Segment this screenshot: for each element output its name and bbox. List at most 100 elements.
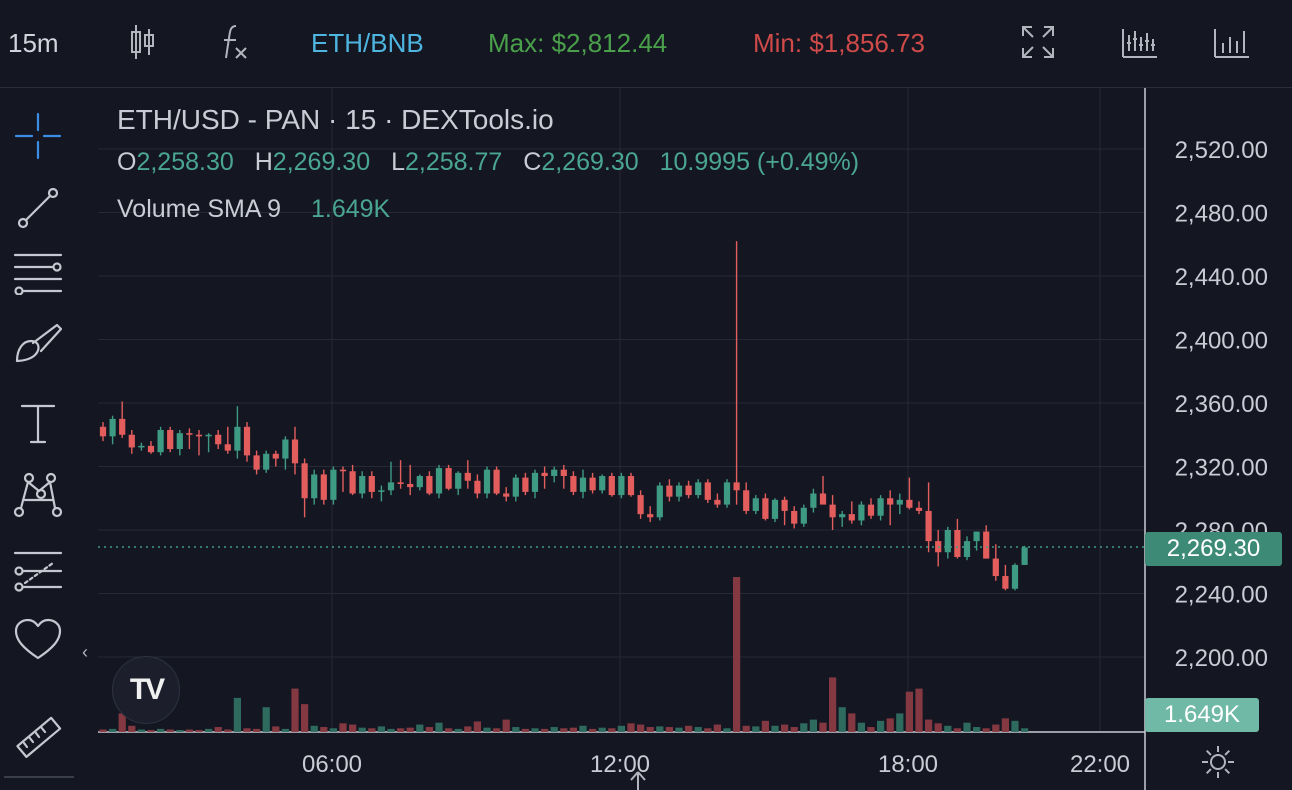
candle-body bbox=[771, 499, 779, 519]
candle-body bbox=[1011, 564, 1019, 589]
settings-gear-icon[interactable] bbox=[1200, 744, 1236, 780]
candle-body bbox=[426, 476, 433, 494]
x-tick-label: 18:00 bbox=[878, 751, 938, 778]
volume-bar bbox=[195, 730, 203, 732]
candle-body bbox=[387, 482, 395, 491]
candle-body bbox=[455, 472, 462, 489]
candle-body bbox=[109, 418, 116, 437]
volume-bars-icon[interactable] bbox=[1212, 20, 1252, 64]
candle-body bbox=[397, 482, 404, 484]
volume-bar bbox=[1011, 720, 1019, 732]
fib-lines-icon[interactable] bbox=[12, 246, 64, 298]
tradingview-logo[interactable]: TV bbox=[112, 656, 180, 724]
volume-bar bbox=[166, 729, 174, 732]
candle-body bbox=[503, 493, 510, 497]
last-price-tag: 2,269.30 bbox=[1145, 532, 1282, 566]
candle-body bbox=[608, 476, 615, 496]
favorite-icon[interactable] bbox=[12, 614, 64, 666]
candle-body bbox=[531, 472, 539, 492]
ohlc-legend: O2,258.30 H2,269.30 L2,258.77 C2,269.30 … bbox=[117, 148, 873, 177]
candle-body bbox=[464, 472, 471, 481]
candle-body bbox=[695, 482, 702, 496]
candle-body bbox=[858, 504, 865, 521]
candles-icon[interactable] bbox=[122, 20, 162, 64]
collapse-sidebar-icon[interactable]: ‹ bbox=[82, 642, 88, 662]
low-label: L bbox=[391, 148, 405, 176]
chart-type-icon[interactable] bbox=[1120, 20, 1160, 64]
candle-body bbox=[512, 477, 519, 497]
interval-selector[interactable]: 15m bbox=[8, 28, 59, 58]
candle-body bbox=[781, 499, 788, 511]
candle-body bbox=[714, 499, 721, 505]
volume-bar bbox=[397, 728, 405, 732]
candle-body bbox=[925, 510, 932, 542]
brush-icon[interactable] bbox=[12, 316, 64, 368]
candle-body bbox=[138, 445, 145, 448]
volume-bar bbox=[646, 727, 654, 732]
candle-body bbox=[963, 541, 971, 557]
candle-body bbox=[253, 455, 260, 470]
candle-body bbox=[176, 433, 183, 450]
candle-body bbox=[560, 469, 567, 477]
volume-tag: 1.649K bbox=[1145, 698, 1259, 732]
y-tick-label: 2,360.00 bbox=[1175, 391, 1268, 418]
volume-bar bbox=[752, 726, 760, 732]
candle-body bbox=[810, 493, 817, 508]
indicators-icon[interactable] bbox=[214, 20, 254, 64]
volume-bar bbox=[857, 722, 865, 732]
crosshair-icon[interactable] bbox=[12, 110, 64, 162]
candle-body bbox=[627, 476, 635, 496]
pattern-icon[interactable] bbox=[12, 468, 64, 520]
candle-body bbox=[99, 426, 107, 437]
y-tick-label: 2,480.00 bbox=[1175, 201, 1268, 228]
volume-bar bbox=[541, 728, 549, 732]
candle-body bbox=[311, 474, 318, 499]
candle-body bbox=[1021, 547, 1028, 565]
high-label: H bbox=[254, 148, 273, 176]
volume-bar bbox=[713, 724, 721, 732]
fullscreen-icon[interactable] bbox=[1018, 20, 1058, 64]
scroll-up-icon[interactable] bbox=[628, 770, 648, 790]
volume-bar bbox=[608, 728, 616, 732]
candle-body bbox=[445, 468, 452, 489]
volume-bar bbox=[953, 728, 961, 732]
volume-bar bbox=[934, 723, 942, 732]
pair-selector[interactable]: ETH/BNB bbox=[311, 28, 424, 58]
low-value: 2,258.77 bbox=[404, 148, 503, 176]
price-chart[interactable]: 2,520.00 2,480.00 2,440.00 2,400.00 2,360.00… bbox=[0, 88, 1292, 790]
candle-body bbox=[944, 530, 951, 553]
volume-bar bbox=[233, 697, 241, 732]
volume-bar bbox=[531, 728, 539, 732]
projection-icon[interactable] bbox=[12, 544, 64, 596]
volume-bar bbox=[205, 728, 213, 732]
candle-body bbox=[359, 476, 366, 494]
text-icon[interactable] bbox=[12, 398, 64, 450]
candle-body bbox=[915, 507, 923, 511]
volume-bar bbox=[579, 725, 587, 732]
volume-bar bbox=[675, 727, 683, 732]
chart-title: ETH/USD - PAN · 15 · DEXTools.io bbox=[117, 104, 554, 135]
candle-body bbox=[119, 418, 126, 435]
volume-bar bbox=[243, 728, 251, 732]
volume-bar bbox=[867, 727, 875, 732]
volume-bar bbox=[502, 719, 510, 732]
candle-body bbox=[704, 482, 711, 500]
candle-body bbox=[887, 498, 894, 505]
trendline-icon[interactable] bbox=[12, 182, 64, 234]
x-tick-label: 22:00 bbox=[1070, 751, 1130, 778]
volume-bar bbox=[473, 721, 481, 732]
ruler-icon[interactable] bbox=[12, 712, 64, 764]
candle-body bbox=[877, 498, 884, 516]
candle-body bbox=[320, 474, 327, 500]
volume-bar bbox=[1021, 728, 1029, 732]
volume-bar bbox=[569, 727, 577, 732]
candle-body bbox=[983, 531, 990, 559]
volume-bar bbox=[521, 728, 529, 732]
candle-body bbox=[368, 476, 375, 492]
candle-body bbox=[263, 453, 270, 470]
volume-bar bbox=[963, 722, 971, 732]
volume-bar bbox=[781, 724, 789, 732]
volume-bar bbox=[157, 728, 165, 732]
close-value: 2,269.30 bbox=[541, 148, 639, 176]
y-tick-label: 2,440.00 bbox=[1175, 264, 1268, 291]
